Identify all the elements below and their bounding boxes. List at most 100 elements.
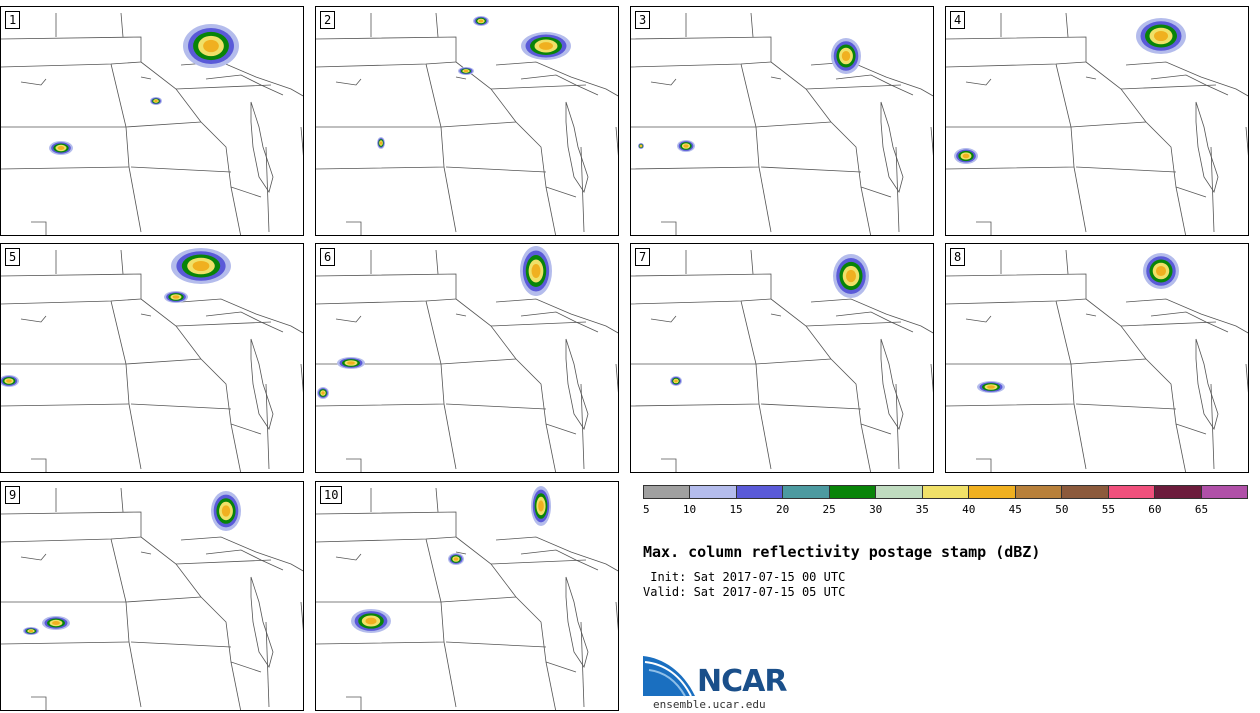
map-boundaries — [316, 12, 618, 235]
boundary-line — [316, 273, 457, 299]
boundary-line — [230, 423, 242, 472]
boundary-line — [316, 511, 457, 537]
panel-number-label: 7 — [635, 248, 651, 266]
boundary-line — [946, 298, 1087, 305]
boundary-line — [946, 300, 1072, 365]
plot-title: Max. column reflectivity postage stamp (… — [643, 543, 1041, 561]
boundary-line — [175, 559, 272, 565]
reflectivity-echo — [478, 19, 484, 23]
boundary-line — [758, 166, 772, 233]
boundary-line — [860, 186, 872, 235]
boundary-line — [250, 101, 274, 193]
map-boundaries — [316, 246, 618, 472]
boundary-line — [346, 221, 362, 235]
colorbar-cell — [690, 486, 737, 498]
boundary-line — [946, 363, 1075, 407]
boundary-line — [120, 249, 124, 275]
boundary-line — [445, 641, 547, 648]
boundary-line — [1125, 61, 1248, 97]
boundary-line — [335, 553, 362, 561]
boundary-line — [140, 298, 262, 435]
colorbar-cell — [922, 486, 970, 498]
boundary-line — [1, 511, 142, 537]
map-boundaries — [946, 249, 1248, 472]
boundary-line — [520, 74, 599, 96]
panel-number-label: 6 — [320, 248, 336, 266]
boundary-line — [130, 403, 232, 410]
boundary-line — [445, 403, 547, 410]
boundary-line — [1085, 313, 1097, 317]
boundary-line — [495, 61, 618, 97]
reflectivity-echo — [1155, 265, 1167, 277]
map-panel-7: 7 — [630, 243, 934, 473]
colorbar-cell — [876, 486, 923, 498]
reflectivity-echo — [52, 621, 60, 625]
boundary-line — [435, 249, 439, 275]
reflectivity-echo — [365, 617, 377, 625]
colorbar-tick-label: 55 — [1101, 503, 1115, 516]
boundary-line — [346, 696, 362, 710]
boundary-line — [1150, 74, 1229, 96]
reflectivity-echo — [674, 379, 678, 383]
reflectivity-echo — [683, 144, 689, 148]
boundary-line — [440, 358, 517, 365]
boundary-line — [1245, 126, 1248, 156]
boundary-line — [316, 538, 442, 603]
boundary-line — [810, 298, 933, 334]
boundary-line — [1, 61, 142, 68]
boundary-line — [490, 84, 587, 90]
colorbar-tick-label: 30 — [869, 503, 883, 516]
boundary-line — [1073, 166, 1087, 233]
boundary-line — [520, 311, 599, 333]
reflectivity-echo — [962, 153, 970, 159]
reflectivity-echo — [463, 69, 469, 73]
panel-number-label: 9 — [5, 486, 21, 504]
boundary-line — [316, 536, 457, 543]
colorbar-ticks: 5 10 15 20 25 30 35 40 45 50 55 60 65 — [643, 503, 1248, 517]
boundary-line — [1065, 12, 1069, 38]
boundary-line — [175, 84, 272, 90]
boundary-line — [495, 536, 618, 572]
colorbar-tick-label: 50 — [1055, 503, 1069, 516]
boundary-line — [125, 121, 202, 128]
boundary-line — [661, 221, 677, 235]
boundary-line — [1, 273, 142, 299]
boundary-line — [435, 487, 439, 513]
boundary-line — [1175, 423, 1187, 472]
init-time: Init: Sat 2017-07-15 00 UTC — [643, 570, 846, 584]
boundary-line — [1245, 363, 1248, 393]
boundary-line — [128, 403, 142, 470]
boundary-line — [300, 601, 303, 631]
reflectivity-echo — [379, 141, 383, 145]
boundary-line — [965, 315, 992, 323]
boundary-line — [758, 403, 772, 470]
reflectivity-echo — [57, 146, 65, 150]
boundary-line — [650, 315, 677, 323]
colorbar-cell — [644, 486, 691, 498]
reflectivity-echo — [221, 505, 231, 517]
boundary-line — [946, 273, 1087, 299]
colorbar-cell — [829, 486, 877, 498]
colorbar-tick-label: 45 — [1008, 503, 1022, 516]
reflectivity-echo — [172, 295, 180, 299]
reflectivity-echo — [845, 269, 857, 283]
boundary-line — [1, 300, 127, 365]
boundary-line — [120, 487, 124, 513]
boundary-line — [770, 313, 782, 317]
boundary-line — [31, 458, 47, 472]
boundary-line — [180, 298, 303, 334]
reflectivity-echo — [28, 629, 34, 633]
boundary-line — [1065, 249, 1069, 275]
colorbar-cell — [736, 486, 784, 498]
boundary-line — [205, 74, 284, 96]
map-boundaries — [1, 487, 303, 710]
site-url[interactable]: ensemble.ucar.edu — [653, 698, 766, 711]
map-panel-5: 5 — [0, 243, 304, 473]
boundary-line — [930, 126, 933, 156]
boundary-line — [346, 458, 362, 472]
boundary-line — [490, 321, 587, 327]
boundary-line — [1120, 321, 1217, 327]
boundary-line — [1120, 84, 1217, 90]
reflectivity-echo — [6, 379, 12, 383]
reflectivity-echo — [1154, 30, 1168, 42]
